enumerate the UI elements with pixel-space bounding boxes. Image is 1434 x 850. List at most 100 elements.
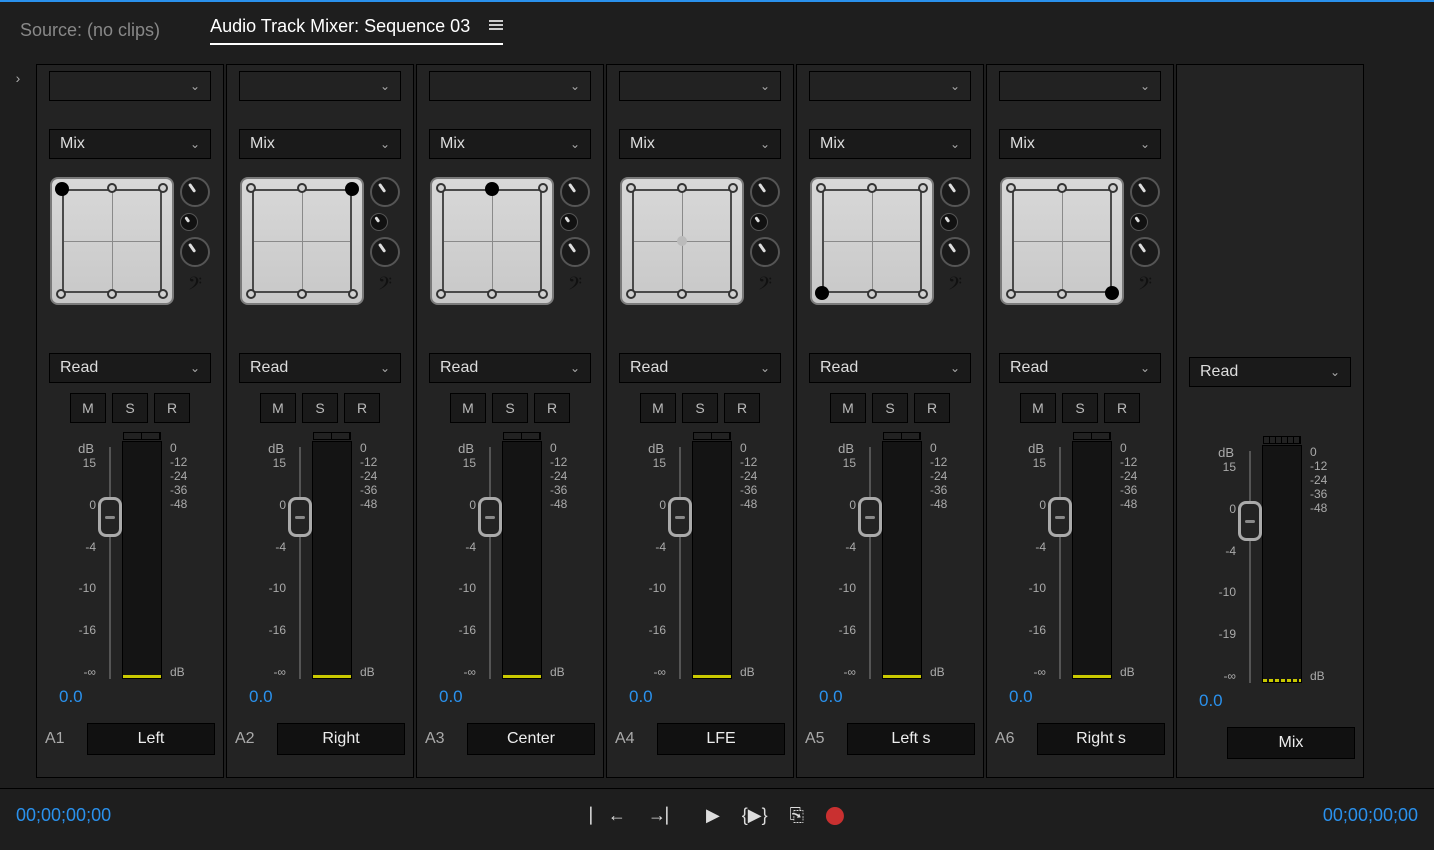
pan-knob-2[interactable] [750,237,780,267]
pan-knob-2[interactable] [1130,237,1160,267]
clip-indicator[interactable] [883,432,921,440]
sends-dropdown[interactable]: ⌄ [809,71,971,101]
pan-center-knob[interactable] [1130,213,1148,231]
panner-puck[interactable] [1105,286,1119,300]
mute-button[interactable]: M [640,393,676,423]
output-assignment-dropdown[interactable]: Mix ⌄ [809,129,971,159]
track-name-input[interactable]: Right s [1037,723,1165,755]
clip-indicator[interactable] [1073,432,1111,440]
record-enable-button[interactable]: R [344,393,380,423]
clip-indicator[interactable] [503,432,541,440]
pan-center-knob[interactable] [180,213,198,231]
surround-panner[interactable] [1000,177,1124,305]
output-assignment-dropdown[interactable]: Mix ⌄ [239,129,401,159]
surround-panner[interactable] [620,177,744,305]
export-icon[interactable]: ⎘ [790,805,804,826]
pan-center-knob[interactable] [750,213,768,231]
panner-puck[interactable] [55,182,69,196]
fader-handle[interactable] [1238,501,1262,541]
tab-audio-mixer[interactable]: Audio Track Mixer: Sequence 03 [210,16,503,45]
mute-button[interactable]: M [70,393,106,423]
volume-value[interactable]: 0.0 [819,687,843,707]
effects-expand-column[interactable]: › [0,58,36,788]
tab-source[interactable]: Source: (no clips) [20,20,160,41]
clip-indicator[interactable] [123,432,161,440]
track-name-input[interactable]: Left s [847,723,975,755]
mute-button[interactable]: M [1020,393,1056,423]
timecode-current[interactable]: 00;00;00;00 [16,805,111,826]
clip-indicator[interactable] [1263,436,1301,444]
record-enable-button[interactable]: R [534,393,570,423]
go-to-in-icon[interactable]: ⎸← [590,805,626,826]
surround-panner[interactable] [50,177,174,305]
volume-fader[interactable] [1242,445,1258,683]
record-icon[interactable] [826,807,844,825]
track-name-input[interactable]: LFE [657,723,785,755]
volume-value[interactable]: 0.0 [629,687,653,707]
track-name-input[interactable]: Mix [1227,727,1355,759]
solo-button[interactable]: S [492,393,528,423]
pan-center-knob[interactable] [370,213,388,231]
fader-handle[interactable] [98,497,122,537]
loop-icon[interactable]: {▶} [742,805,768,826]
pan-knob-2[interactable] [370,237,400,267]
pan-knob-2[interactable] [940,237,970,267]
pan-center-knob[interactable] [560,213,578,231]
volume-value[interactable]: 0.0 [249,687,273,707]
solo-button[interactable]: S [1062,393,1098,423]
surround-panner[interactable] [810,177,934,305]
track-name-input[interactable]: Right [277,723,405,755]
fader-handle[interactable] [478,497,502,537]
panner-puck[interactable] [677,236,687,246]
pan-knob-1[interactable] [1130,177,1160,207]
fader-handle[interactable] [1048,497,1072,537]
volume-value[interactable]: 0.0 [59,687,83,707]
volume-fader[interactable] [292,441,308,679]
pan-knob-1[interactable] [180,177,210,207]
volume-fader[interactable] [862,441,878,679]
solo-button[interactable]: S [302,393,338,423]
volume-value[interactable]: 0.0 [439,687,463,707]
sends-dropdown[interactable]: ⌄ [429,71,591,101]
sends-dropdown[interactable]: ⌄ [619,71,781,101]
solo-button[interactable]: S [682,393,718,423]
mute-button[interactable]: M [260,393,296,423]
output-assignment-dropdown[interactable]: Mix ⌄ [429,129,591,159]
mute-button[interactable]: M [830,393,866,423]
volume-fader[interactable] [1052,441,1068,679]
solo-button[interactable]: S [112,393,148,423]
clip-indicator[interactable] [693,432,731,440]
panner-puck[interactable] [485,182,499,196]
pan-center-knob[interactable] [940,213,958,231]
fader-handle[interactable] [288,497,312,537]
output-assignment-dropdown[interactable]: Mix ⌄ [999,129,1161,159]
automation-mode-dropdown[interactable]: Read ⌄ [1189,357,1351,387]
volume-fader[interactable] [482,441,498,679]
volume-value[interactable]: 0.0 [1199,691,1223,711]
pan-knob-1[interactable] [940,177,970,207]
track-name-input[interactable]: Center [467,723,595,755]
pan-knob-1[interactable] [370,177,400,207]
timecode-duration[interactable]: 00;00;00;00 [1323,805,1418,826]
automation-mode-dropdown[interactable]: Read ⌄ [999,353,1161,383]
fader-handle[interactable] [668,497,692,537]
surround-panner[interactable] [430,177,554,305]
pan-knob-2[interactable] [560,237,590,267]
automation-mode-dropdown[interactable]: Read ⌄ [239,353,401,383]
volume-fader[interactable] [102,441,118,679]
clip-indicator[interactable] [313,432,351,440]
volume-value[interactable]: 0.0 [1009,687,1033,707]
automation-mode-dropdown[interactable]: Read ⌄ [619,353,781,383]
panner-puck[interactable] [815,286,829,300]
volume-fader[interactable] [672,441,688,679]
record-enable-button[interactable]: R [1104,393,1140,423]
play-icon[interactable]: ▶ [706,805,720,826]
automation-mode-dropdown[interactable]: Read ⌄ [809,353,971,383]
go-to-out-icon[interactable]: →⎸ [648,805,684,826]
sends-dropdown[interactable]: ⌄ [999,71,1161,101]
track-name-input[interactable]: Left [87,723,215,755]
solo-button[interactable]: S [872,393,908,423]
automation-mode-dropdown[interactable]: Read ⌄ [429,353,591,383]
output-assignment-dropdown[interactable]: Mix ⌄ [619,129,781,159]
automation-mode-dropdown[interactable]: Read ⌄ [49,353,211,383]
